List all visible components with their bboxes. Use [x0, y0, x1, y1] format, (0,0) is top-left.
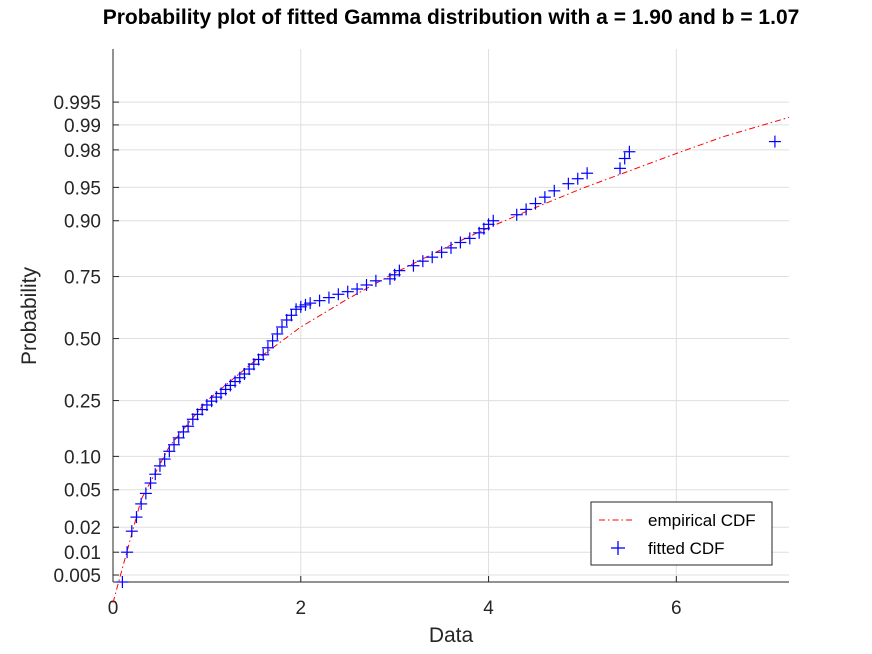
y-tick-label: 0.99: [64, 116, 101, 137]
x-tick-label: 4: [483, 598, 494, 619]
x-tick-label: 2: [295, 598, 306, 619]
fitted-cdf-point: [252, 353, 265, 366]
y-tick-label: 0.95: [64, 178, 101, 199]
y-tick-label: 0.10: [64, 447, 101, 468]
fitted-cdf-point: [360, 278, 373, 291]
y-tick-label: 0.995: [53, 93, 101, 114]
fitted-cdf-point: [139, 487, 152, 500]
fitted-cdf-point: [247, 358, 260, 371]
fitted-cdf-point: [369, 274, 382, 287]
fitted-cdf-point: [280, 314, 293, 327]
fitted-cdf-point: [276, 321, 288, 334]
fitted-cdf-point: [581, 167, 594, 180]
x-axis-label: Data: [429, 624, 474, 647]
fitted-cdf-point: [322, 291, 335, 304]
fitted-cdf-point: [304, 297, 317, 310]
fitted-cdf-point: [271, 327, 284, 340]
fitted-cdf-point: [294, 300, 307, 313]
fitted-cdf-point: [614, 162, 626, 175]
fitted-cdf-point: [768, 135, 781, 148]
y-tick-label: 0.01: [64, 543, 101, 564]
fitted-cdf-point: [121, 546, 134, 559]
y-tick-label: 0.005: [53, 566, 101, 587]
fitted-cdf-point: [168, 438, 181, 451]
x-tick-label: 0: [108, 598, 119, 619]
y-tick-label: 0.25: [64, 392, 101, 413]
fitted-cdf-point: [135, 497, 148, 510]
fitted-cdf-point: [182, 420, 195, 433]
fitted-cdf-point: [153, 459, 166, 472]
fitted-cdf-series: [116, 135, 781, 588]
fitted-cdf-point: [149, 468, 162, 481]
fitted-cdf-point: [158, 453, 171, 466]
legend-label-fitted: fitted CDF: [648, 539, 725, 558]
fitted-cdf-point: [562, 177, 575, 190]
fitted-cdf-point: [351, 283, 364, 296]
fitted-cdf-point: [191, 408, 204, 421]
legend-label-empirical: empirical CDF: [648, 511, 756, 530]
fitted-cdf-point: [435, 246, 448, 259]
fitted-cdf-point: [257, 348, 270, 361]
fitted-cdf-point: [393, 264, 406, 277]
legend-box: [590, 501, 773, 566]
fitted-cdf-point: [618, 152, 631, 165]
legend: empirical CDF fitted CDF: [590, 501, 773, 566]
y-tick-label: 0.98: [64, 141, 101, 162]
grid: [112, 49, 789, 582]
x-tick-label: 6: [671, 598, 682, 619]
fitted-cdf-point: [186, 413, 199, 426]
fitted-cdf-point: [130, 511, 143, 524]
fitted-cdf-point: [548, 184, 561, 197]
fitted-cdf-point: [510, 208, 523, 221]
fitted-cdf-point: [332, 288, 345, 301]
fitted-cdf-point: [172, 431, 185, 444]
y-tick-label: 0.02: [64, 518, 101, 539]
fitted-cdf-point: [538, 191, 551, 204]
fitted-cdf-point: [177, 425, 190, 438]
fitted-cdf-point: [623, 145, 636, 158]
fitted-cdf-point: [487, 214, 500, 227]
fitted-cdf-point: [261, 341, 274, 354]
fitted-cdf-point: [299, 298, 312, 311]
fitted-cdf-point: [463, 232, 476, 245]
fitted-cdf-point: [144, 477, 157, 490]
fitted-cdf-point: [571, 172, 584, 185]
fitted-cdf-point: [445, 241, 457, 254]
y-tick-label: 0.50: [64, 330, 101, 351]
fitted-cdf-point: [341, 285, 354, 298]
fitted-cdf-point: [313, 294, 326, 307]
fitted-cdf-point: [426, 251, 439, 264]
x-ticks: 0 2 4 6: [108, 576, 682, 619]
y-tick-label: 0.75: [64, 268, 101, 289]
y-axis-label: Probability: [18, 266, 41, 365]
fitted-cdf-point: [238, 367, 251, 380]
chart-title: Probability plot of fitted Gamma distrib…: [103, 6, 800, 29]
fitted-cdf-point: [529, 197, 542, 210]
fitted-cdf-point: [285, 309, 298, 322]
y-tick-label: 0.90: [64, 212, 101, 233]
fitted-cdf-point: [454, 236, 467, 249]
fitted-cdf-point: [290, 303, 303, 316]
fitted-cdf-point: [125, 525, 138, 538]
fitted-cdf-point: [243, 363, 256, 376]
legend-plus-swatch: [611, 541, 625, 555]
fitted-cdf-point: [520, 203, 533, 216]
fitted-cdf-point: [266, 334, 279, 347]
fitted-cdf-point: [163, 445, 176, 458]
fitted-cdf-point: [416, 255, 429, 268]
fitted-cdf-point: [407, 259, 420, 272]
fitted-cdf-point: [116, 576, 129, 588]
y-tick-label: 0.05: [64, 481, 101, 502]
